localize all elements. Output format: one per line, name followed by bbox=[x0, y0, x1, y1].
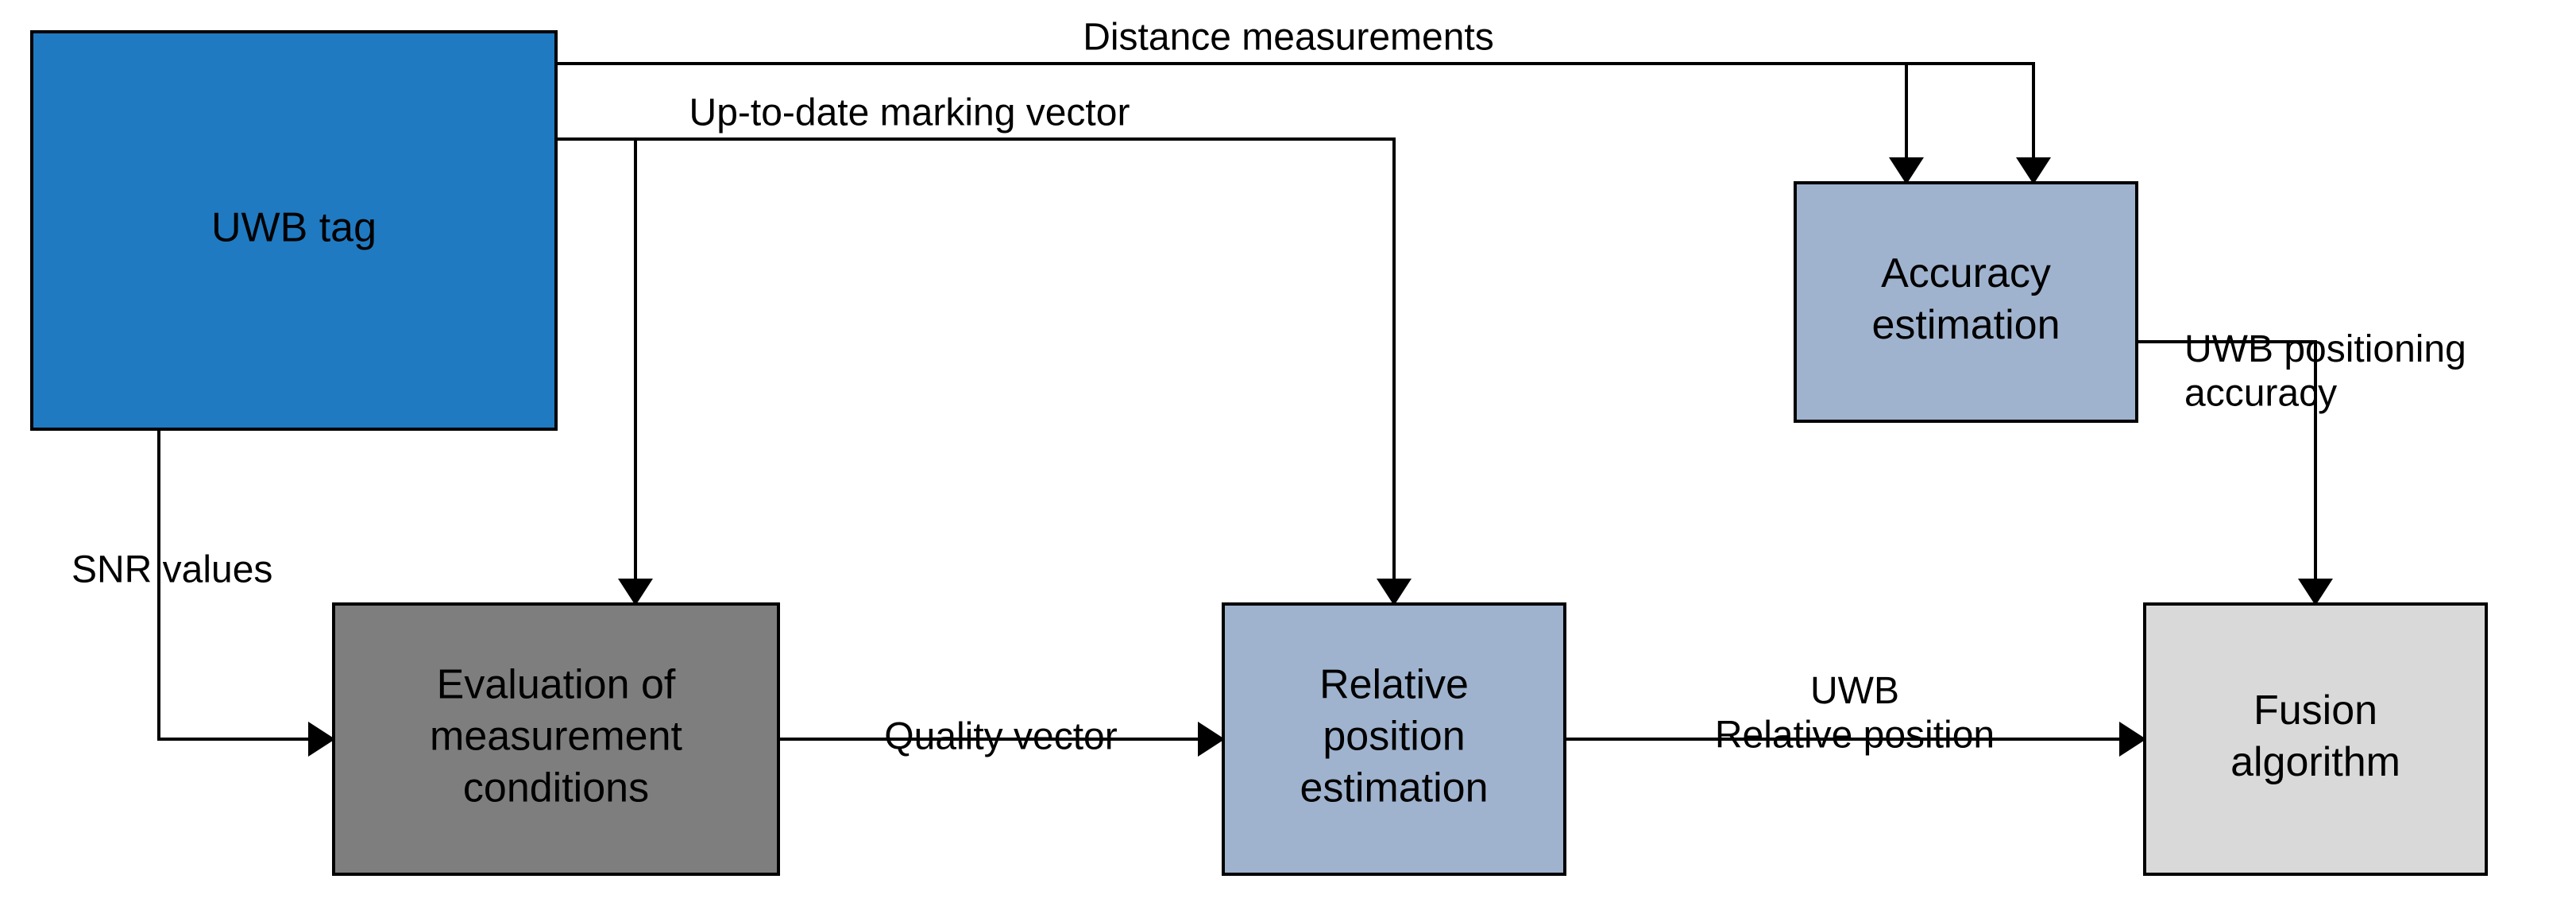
node-label-fusion: Fusion bbox=[2254, 687, 2377, 734]
edge-quality: Quality vector bbox=[884, 716, 1117, 758]
node-eval: Evaluation of measurement conditions bbox=[334, 604, 778, 874]
edge-label-marking: Up-to-date marking vector bbox=[689, 92, 1130, 134]
node-label-eval: Evaluation of bbox=[437, 662, 676, 708]
edge-snr: SNR values bbox=[71, 549, 272, 591]
edge-label-distance: Distance measurements bbox=[1083, 17, 1494, 59]
edge-label-snr: SNR values bbox=[71, 549, 272, 591]
edge-label-uwb_relpos: UWB bbox=[1810, 670, 1899, 712]
node-label-eval: conditions bbox=[463, 765, 649, 811]
edge-label-uwb_relpos: Relative position bbox=[1715, 714, 1995, 756]
node-label-relpos: Relative bbox=[1319, 662, 1469, 708]
edge-label-quality: Quality vector bbox=[884, 716, 1117, 758]
node-label-accuracy: estimation bbox=[1872, 302, 2060, 348]
node-uwb_tag: UWB tag bbox=[32, 32, 556, 429]
edge-uwb_relpos: UWBRelative position bbox=[1715, 670, 1995, 756]
node-relpos: Relative position estimation bbox=[1223, 604, 1565, 874]
node-fusion: Fusion algorithm bbox=[2145, 604, 2486, 874]
edge-marking: Up-to-date marking vector bbox=[689, 92, 1130, 134]
node-accuracy: Accuracy estimation bbox=[1795, 183, 2137, 421]
edge-distance: Distance measurements bbox=[1083, 17, 1494, 59]
node-label-uwb_tag: UWB tag bbox=[211, 205, 377, 251]
node-label-relpos: position bbox=[1323, 714, 1465, 760]
node-label-fusion: algorithm bbox=[2230, 739, 2400, 785]
node-label-accuracy: Accuracy bbox=[1881, 250, 2051, 296]
edge-label-uwb_accuracy: UWB positioning bbox=[2184, 328, 2466, 370]
node-label-eval: measurement bbox=[430, 714, 682, 760]
node-label-relpos: estimation bbox=[1300, 765, 1489, 811]
